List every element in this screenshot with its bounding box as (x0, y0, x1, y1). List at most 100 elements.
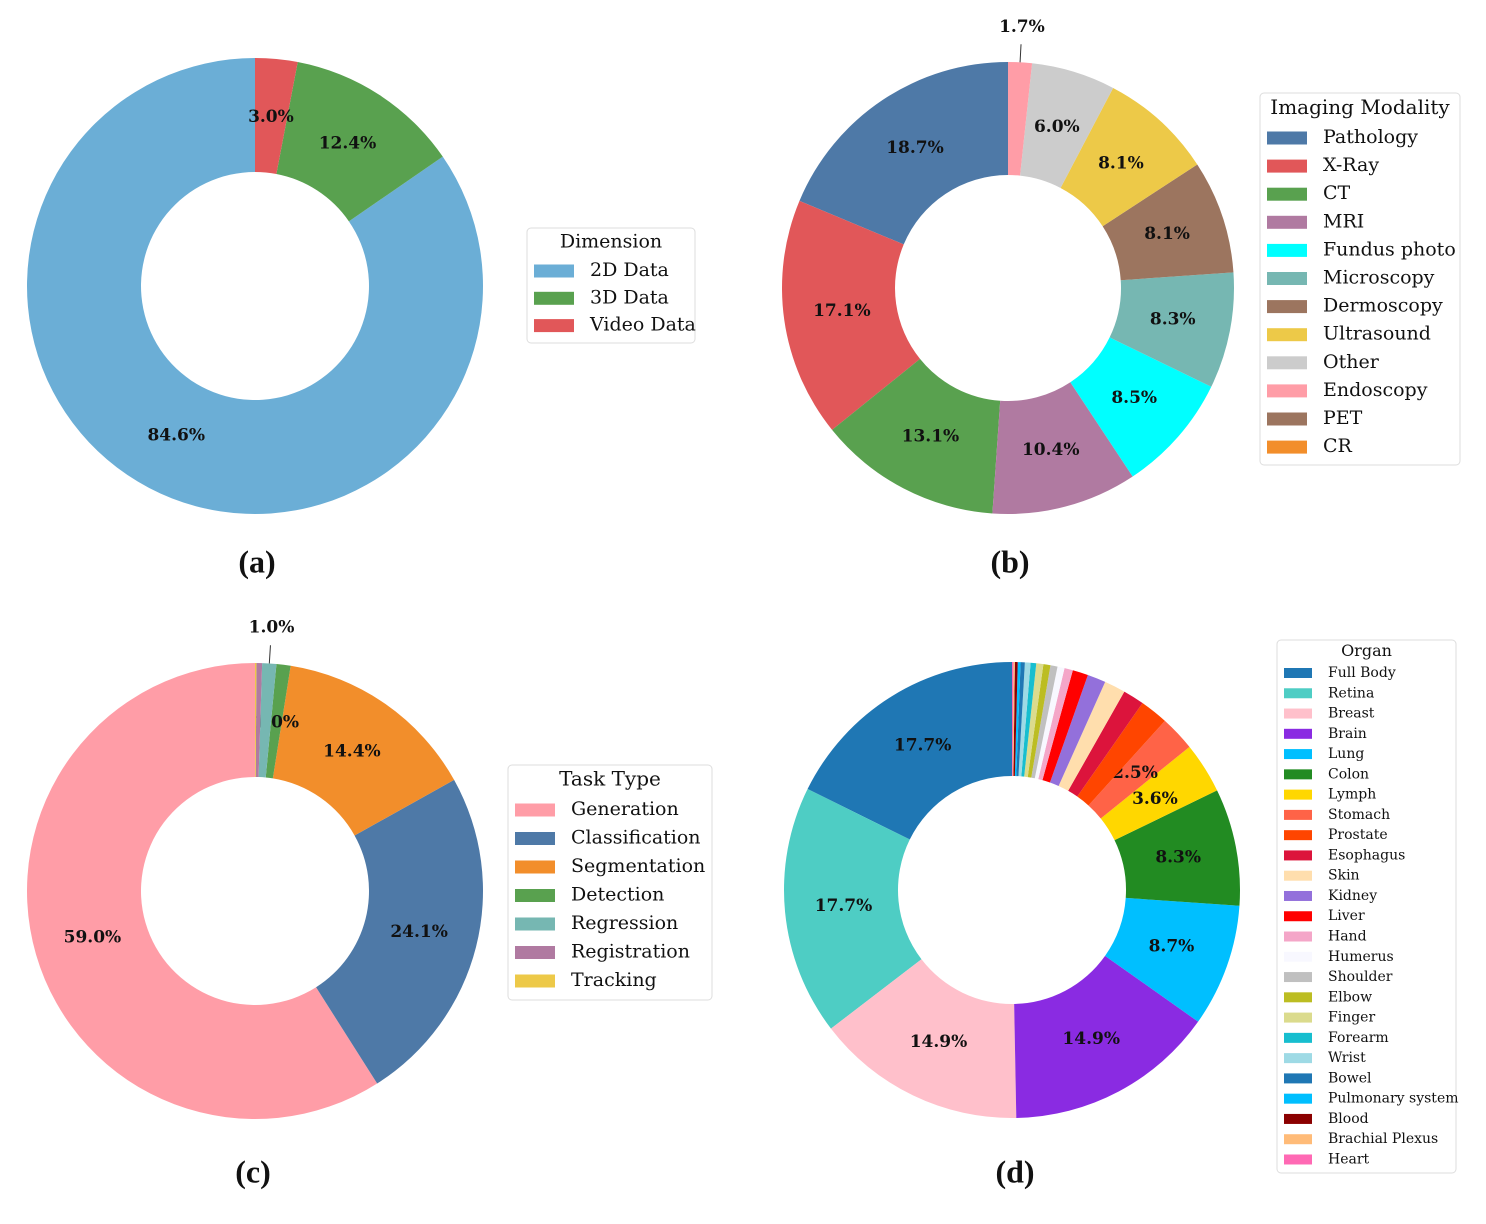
legend-label: MRI (1323, 210, 1364, 232)
legend-label: Wrist (1328, 1050, 1366, 1066)
legend-label: Lymph (1328, 787, 1376, 803)
value-label: 3.0% (248, 107, 294, 127)
panel-label: (a) (238, 543, 275, 579)
legend-swatch (1284, 708, 1312, 719)
legend-label: Tracking (571, 969, 657, 991)
value-label: 1.7% (999, 17, 1045, 37)
donut-slice (265, 664, 291, 779)
donut-chart: 84.6% 12.4% 3.0% (27, 58, 483, 514)
legend-label: Brachial Plexus (1328, 1131, 1438, 1147)
legend-label: Stomach (1328, 807, 1390, 823)
donut-slice (1013, 662, 1018, 777)
donut-slice (26, 663, 378, 1119)
legend-label: Finger (1328, 1010, 1375, 1026)
legend-label: Shoulder (1328, 969, 1393, 985)
donut-chart: 18.7% 17.1% 13.1% 10.4% 8.5% 8.3% 8.1% 8.1% 6.0%… (781, 17, 1234, 515)
legend-label: Elbow (1328, 989, 1372, 1005)
legend-swatch (1267, 243, 1307, 257)
leader-line (268, 645, 271, 664)
donut-slice (1058, 681, 1125, 791)
value-label: 10.4% (1022, 440, 1080, 460)
value-label: 14.4% (323, 742, 381, 762)
legend-label: X-Ray (1323, 154, 1379, 176)
legend-swatch (1284, 1154, 1312, 1165)
legend-label: Dermoscopy (1323, 295, 1443, 317)
donut-slice (1012, 662, 1014, 777)
legend-swatch (1267, 412, 1307, 426)
legend-swatch (515, 832, 555, 845)
donut-slice (1024, 663, 1044, 778)
legend-label: Colon (1328, 766, 1369, 782)
legend-title: Task Type (559, 767, 661, 791)
legend-label: Detection (571, 884, 664, 906)
donut-slice (1088, 720, 1190, 819)
value-label: 14.9% (1062, 1029, 1120, 1049)
legend: Task Type Generation Classification Segment… (507, 764, 713, 1001)
legend-swatch (1267, 272, 1307, 285)
legend-swatch (1267, 187, 1307, 201)
legend-swatch (1267, 384, 1307, 398)
legend: Imaging Modality Pathology X-Ray CT MRI Fundu… (1259, 92, 1461, 466)
donut-slice (272, 665, 455, 836)
legend-swatch (1267, 215, 1307, 229)
legend-label: Pulmonary system (1328, 1091, 1459, 1107)
donut-slice (1027, 664, 1051, 778)
donut-slice (1014, 662, 1021, 777)
legend-swatch (1284, 1093, 1312, 1104)
legend-swatch (1284, 769, 1312, 780)
value-label: 18.7% (886, 138, 944, 158)
legend-swatch (515, 889, 555, 902)
donut-slice (1038, 668, 1073, 781)
legend-swatch (515, 917, 555, 931)
donut-chart: 59.0% 24.1%14.4%1.0%1.0% (26, 618, 483, 1119)
legend-title: Dimension (560, 230, 662, 252)
legend-swatch (1267, 440, 1307, 454)
legend-label: Other (1323, 351, 1380, 373)
donut-slice (316, 779, 483, 1084)
legend-label: Registration (571, 941, 690, 963)
legend-swatch (1284, 749, 1312, 760)
legend-swatch (1284, 809, 1312, 820)
value-label: 8.5% (1111, 388, 1157, 408)
legend-swatch (1284, 1113, 1312, 1124)
donut-slice (1042, 670, 1088, 783)
legend-label: Microscopy (1323, 267, 1435, 289)
legend-swatch (1284, 1012, 1312, 1023)
donut-slice (832, 358, 1001, 514)
legend-label: Breast (1328, 706, 1375, 722)
donut-slice (1102, 164, 1234, 281)
legend-label: Fundus photo (1323, 238, 1456, 260)
legend-label: Bowel (1328, 1070, 1372, 1086)
legend-swatch (534, 264, 574, 278)
legend-box (507, 764, 713, 1001)
value-label: 1.0% (249, 618, 295, 638)
legend-label: Liver (1328, 908, 1365, 924)
legend-label: Retina (1328, 685, 1374, 701)
donut-slice (830, 959, 1017, 1118)
donut-slice (1070, 337, 1212, 477)
donut-slice (276, 62, 443, 222)
legend-label: Esophagus (1328, 847, 1405, 863)
donut-slice (1008, 62, 1033, 176)
legend-label: Kidney (1328, 888, 1377, 904)
legend-swatch (1284, 931, 1312, 942)
legend-label: Hand (1328, 929, 1367, 945)
legend-label: CR (1323, 435, 1353, 457)
legend-swatch (1284, 911, 1312, 922)
legend-label: Endoscopy (1323, 379, 1428, 401)
donut-slice (1020, 63, 1114, 188)
value-label: 17.7% (815, 896, 873, 916)
donut-slice (1034, 666, 1065, 780)
legend-label: Ultrasound (1323, 323, 1431, 345)
donut-slice (807, 662, 1012, 840)
legend-label: Video Data (589, 314, 696, 336)
donut-slice (1109, 272, 1234, 387)
legend-label: Segmentation (571, 855, 705, 877)
legend-swatch (1284, 668, 1312, 678)
legend-swatch (534, 319, 574, 333)
donut-slice (255, 663, 263, 778)
legend-swatch (1284, 688, 1312, 699)
donut-slice (1049, 674, 1106, 786)
value-label: 8.3% (1150, 309, 1196, 329)
value-label: 6.0% (1034, 117, 1080, 137)
